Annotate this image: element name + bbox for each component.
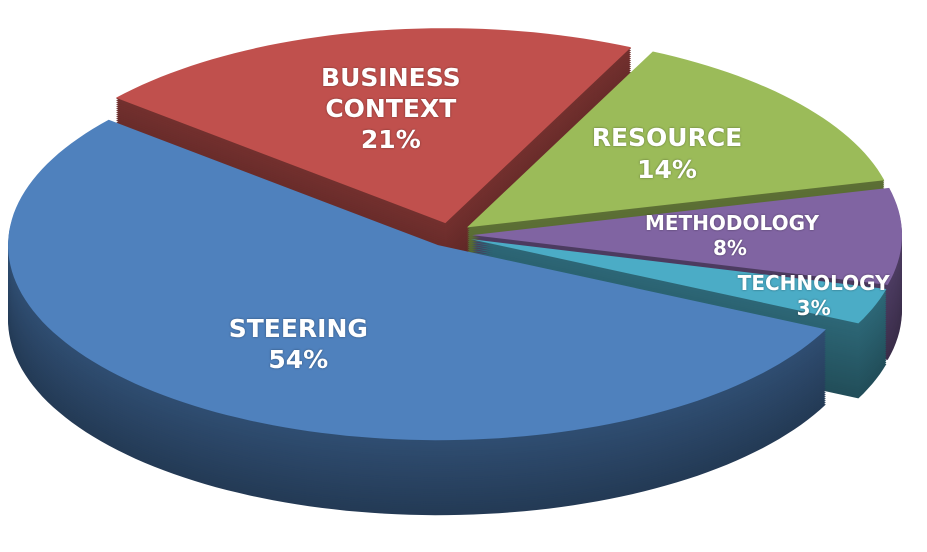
value-label: 8% xyxy=(713,235,747,260)
value-label: 21% xyxy=(360,125,421,155)
slice-label: BUSINESS CONTEXT 21% xyxy=(306,62,476,156)
slice-label: METHODOLOGY 8% xyxy=(644,210,820,261)
category-label: RESOURCE xyxy=(591,123,743,153)
category-label: BUSINESS CONTEXT xyxy=(321,62,461,124)
slice-label: TECHNOLOGY 3% xyxy=(729,271,899,321)
category-label: STEERING xyxy=(228,313,368,343)
value-label: 54% xyxy=(268,344,329,374)
slice-label: STEERING 54% xyxy=(213,312,383,375)
value-label: 3% xyxy=(796,296,831,321)
slice-label: RESOURCE 14% xyxy=(582,122,752,185)
slice xyxy=(467,51,885,228)
slice xyxy=(471,187,902,285)
slice xyxy=(8,119,826,441)
category-label: METHODOLOGY xyxy=(644,210,820,235)
slice xyxy=(470,239,887,324)
category-label: TECHNOLOGY xyxy=(737,271,890,296)
value-label: 14% xyxy=(637,154,697,184)
slice xyxy=(116,28,632,224)
